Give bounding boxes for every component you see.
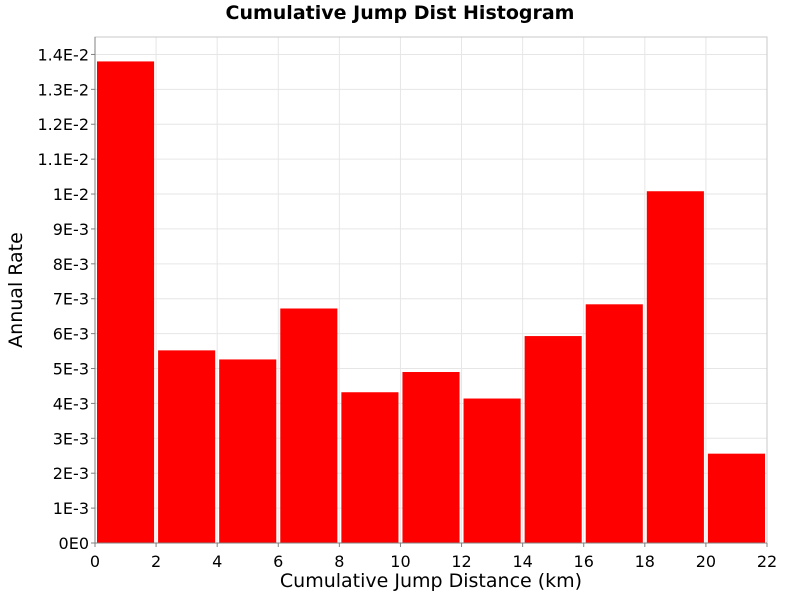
histogram-bar	[707, 453, 765, 543]
y-axis-label: Annual Rate	[5, 232, 27, 348]
y-tick-label: 1.1E-2	[37, 150, 89, 169]
x-tick-label: 6	[273, 552, 283, 571]
histogram-bar	[97, 61, 155, 544]
histogram-bar	[158, 350, 216, 543]
x-tick-label: 8	[334, 552, 344, 571]
y-tick-label: 1.4E-2	[37, 45, 89, 64]
y-tick-label: 1E-3	[53, 499, 89, 518]
histogram-bar	[463, 398, 521, 543]
x-tick-label: 18	[635, 552, 655, 571]
y-axis-ticks: 0E0 1E-3 2E-3 3E-3 4E-3 5E-3 6E-3 7E-3 8E-3 9E-3 1…	[37, 45, 95, 553]
y-tick-label: 1.2E-2	[37, 115, 89, 134]
x-tick-label: 20	[696, 552, 716, 571]
y-tick-label: 3E-3	[53, 429, 89, 448]
chart-title: Cumulative Jump Dist Histogram	[225, 2, 575, 24]
y-tick-label: 6E-3	[53, 325, 89, 344]
x-tick-label: 2	[151, 552, 161, 571]
x-tick-label: 4	[212, 552, 222, 571]
y-tick-label: 2E-3	[53, 464, 89, 483]
histogram-bar	[219, 359, 277, 543]
x-tick-label: 0	[90, 552, 100, 571]
x-axis-label: Cumulative Jump Distance (km)	[279, 570, 583, 592]
y-tick-label: 8E-3	[53, 255, 89, 274]
histogram-bar	[524, 336, 582, 543]
x-tick-label: 22	[757, 552, 777, 571]
histogram-bar	[402, 372, 460, 543]
y-tick-label: 1.3E-2	[37, 80, 89, 99]
x-tick-label: 16	[574, 552, 594, 571]
histogram-bar	[280, 308, 338, 543]
histogram-bar	[585, 304, 643, 543]
histogram-bar	[646, 191, 704, 544]
y-tick-label: 0E0	[59, 534, 89, 553]
y-tick-label: 5E-3	[53, 360, 89, 379]
x-tick-label: 14	[512, 552, 532, 571]
y-tick-label: 9E-3	[53, 220, 89, 239]
x-axis-ticks: 0 2 4 6 8 10 12 14 16 18 20 22	[90, 543, 777, 571]
x-tick-label: 10	[390, 552, 410, 571]
histogram-bar	[341, 392, 399, 543]
axes	[94, 37, 767, 544]
y-tick-label: 4E-3	[53, 394, 89, 413]
y-tick-label: 1E-2	[53, 185, 89, 204]
y-tick-label: 7E-3	[53, 290, 89, 309]
bars	[97, 61, 765, 544]
x-tick-label: 12	[451, 552, 471, 571]
